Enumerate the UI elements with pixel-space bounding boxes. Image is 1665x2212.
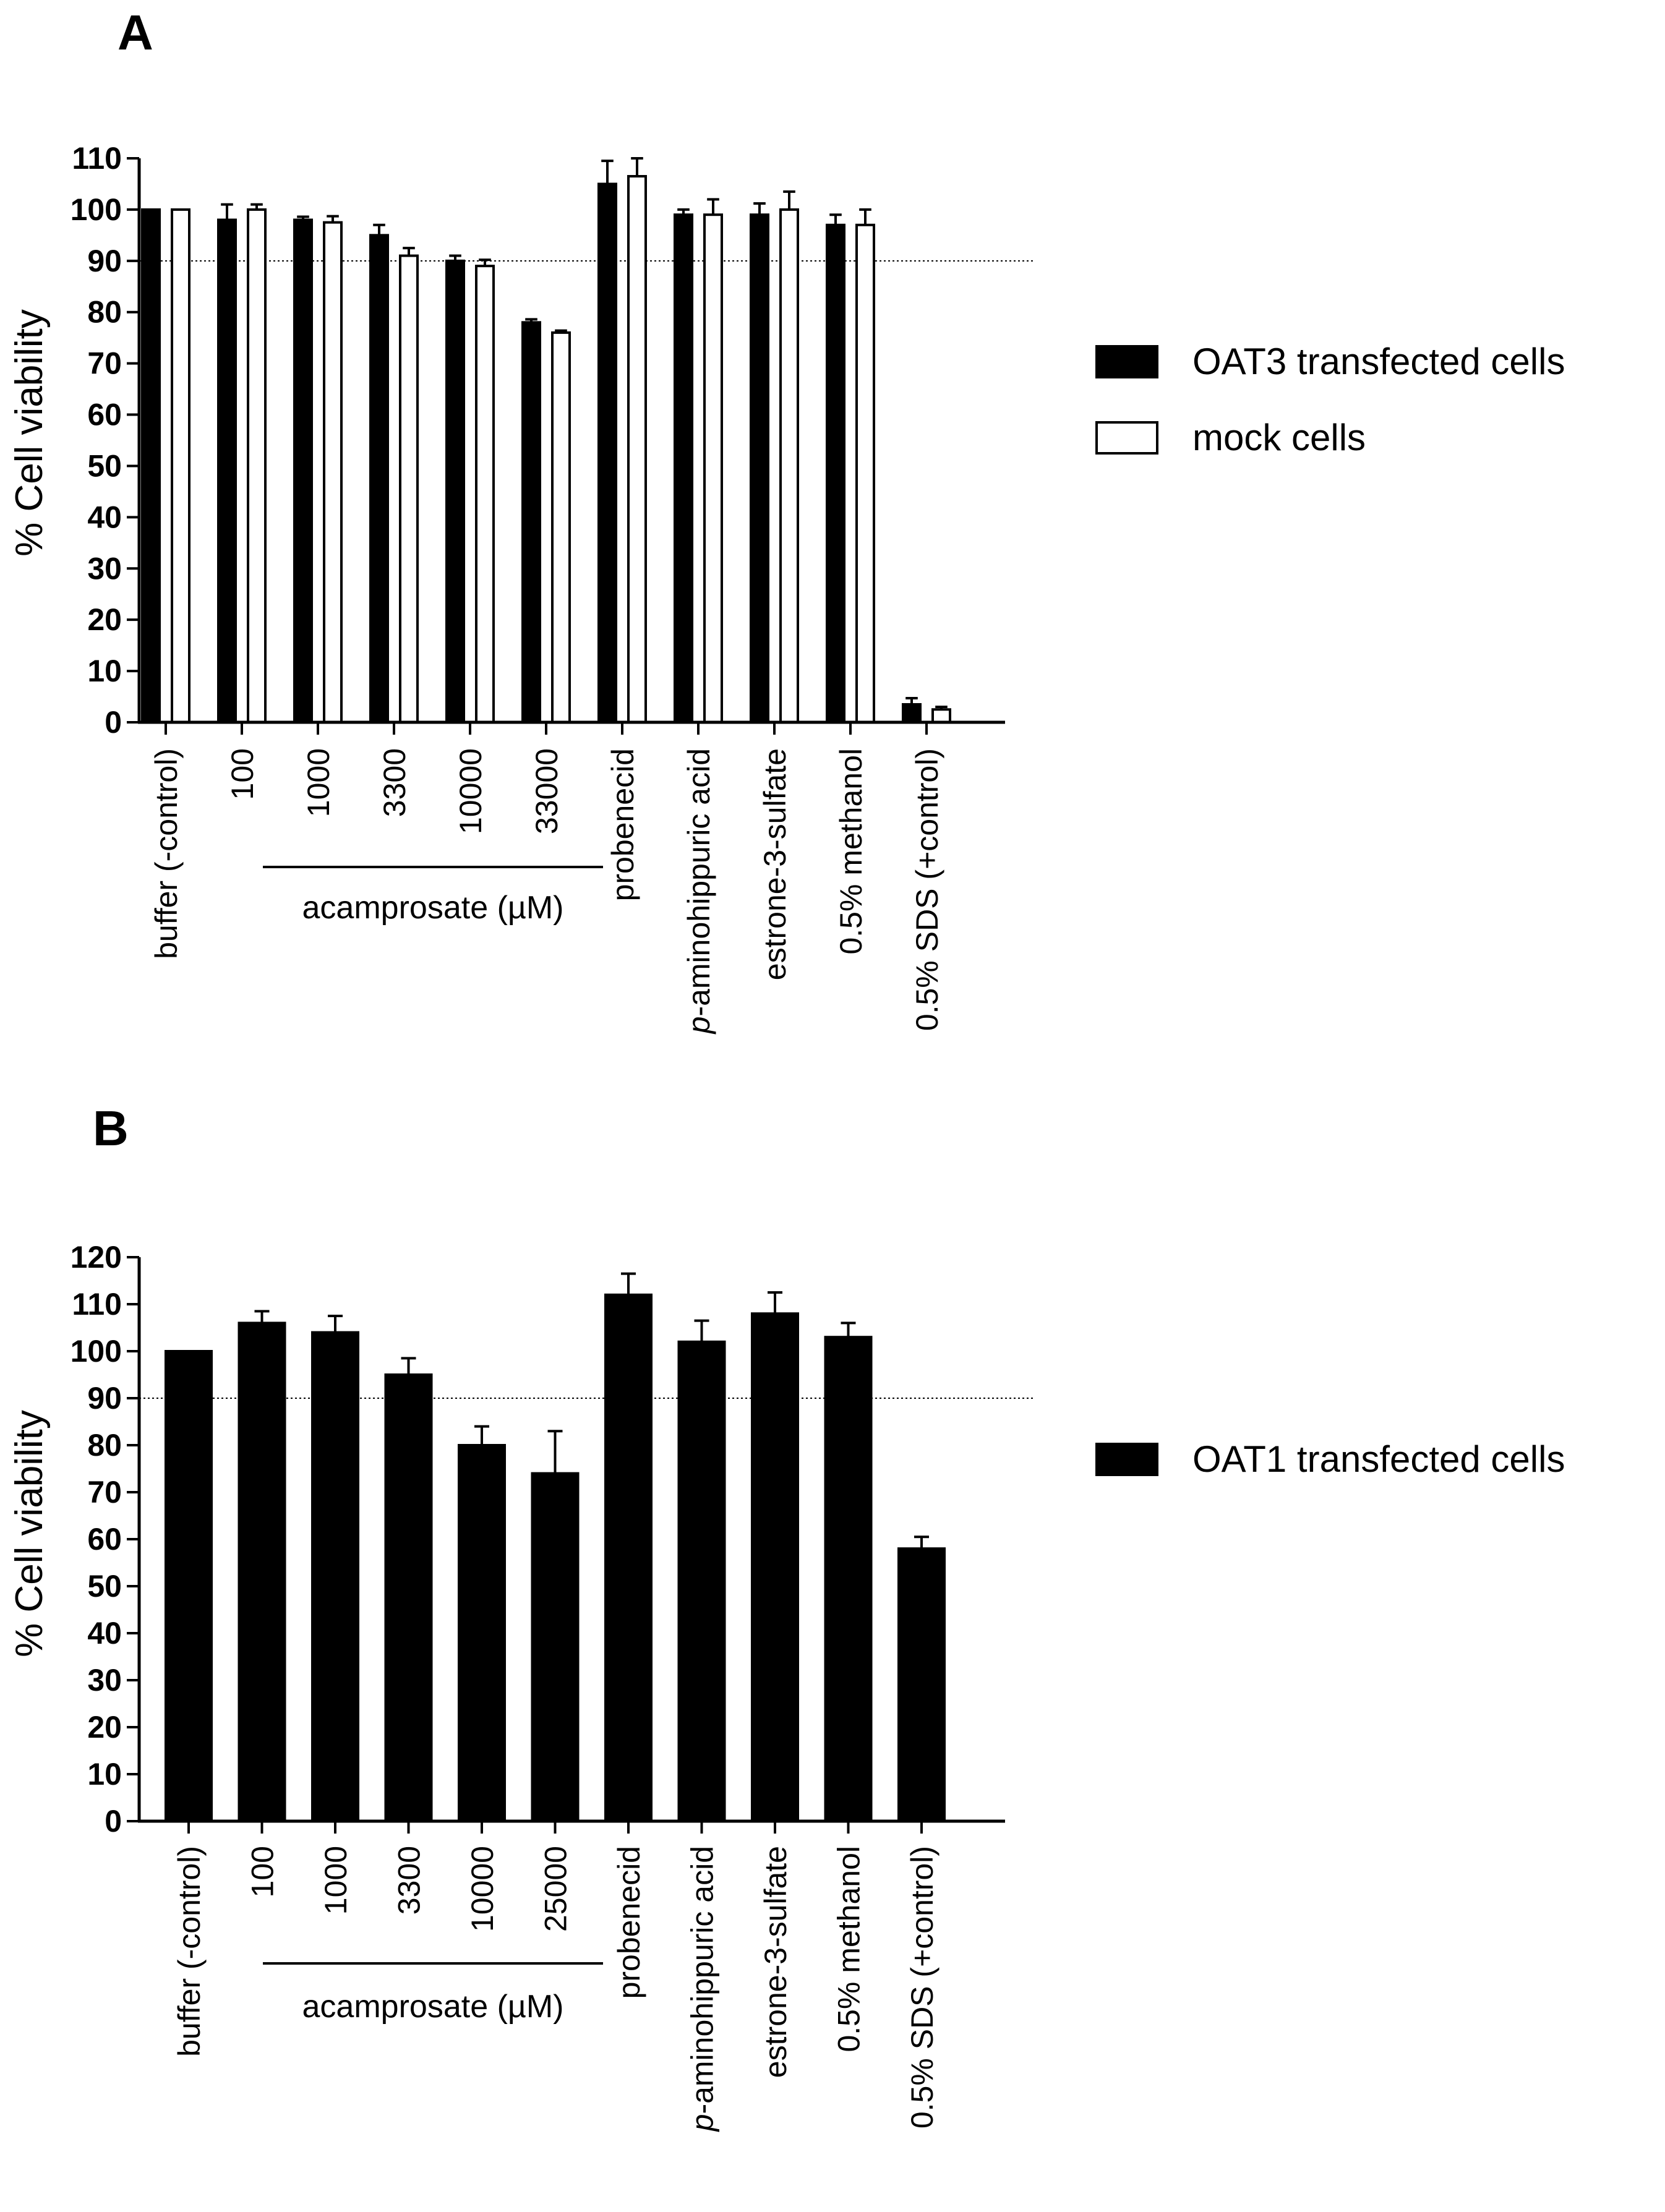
y-tick-label-a-90: 90 bbox=[87, 244, 122, 278]
y-tick-label-b-10: 10 bbox=[87, 1757, 122, 1791]
panel-a-y-axis-label: % Cell viability bbox=[8, 309, 51, 557]
bar-a-s1-0 bbox=[171, 208, 190, 724]
x-label-b-0: buffer (-control) bbox=[172, 1846, 207, 2057]
bar-b-s0-0 bbox=[165, 1350, 213, 1822]
x-label-a-5: 33000 bbox=[529, 748, 564, 834]
panel-a-group-label: acamprosate (µM) bbox=[302, 890, 564, 926]
x-label-a-9: 0.5% methanol bbox=[834, 748, 868, 955]
y-tick-label-b-90: 90 bbox=[87, 1381, 122, 1416]
bar-a-s0-2 bbox=[293, 218, 313, 724]
panel-a-legend: OAT3 transfected cells mock cells bbox=[1095, 341, 1565, 458]
panel-b: B % Cell viability 0 10 20 30 40 50 60 70 80 90 10… bbox=[8, 1101, 1565, 2132]
legend-swatch-oat3 bbox=[1095, 345, 1158, 378]
y-tick-label-a-80: 80 bbox=[87, 295, 122, 330]
y-tick-label-a-110: 110 bbox=[72, 141, 122, 176]
bar-b-s0-7 bbox=[677, 1340, 726, 1823]
panel-b-legend: OAT1 transfected cells bbox=[1095, 1438, 1565, 1480]
legend-swatch-oat1 bbox=[1095, 1443, 1158, 1476]
x-label-a-2: 1000 bbox=[301, 748, 336, 817]
bar-a-s0-3 bbox=[369, 234, 389, 724]
x-label-a-8: estrone-3-sulfate bbox=[758, 748, 792, 980]
x-label-a-0: buffer (-control) bbox=[149, 748, 184, 959]
bar-a-s1-8 bbox=[779, 208, 799, 724]
x-label-b-7: p-aminohippuric acid bbox=[685, 1846, 720, 2132]
legend-label-mock: mock cells bbox=[1192, 417, 1366, 458]
x-label-a-1: 100 bbox=[225, 748, 260, 800]
y-tick-label-a-20: 20 bbox=[87, 602, 122, 637]
bar-b-s0-8 bbox=[751, 1312, 799, 1822]
y-tick-label-a-50: 50 bbox=[87, 448, 122, 483]
bar-a-s0-7 bbox=[674, 213, 693, 724]
x-label-a-6: probenecid bbox=[606, 748, 640, 901]
bar-a-s1-5 bbox=[551, 331, 571, 724]
bar-a-s0-10 bbox=[902, 702, 922, 724]
panel-a: A % Cell viability 0 10 20 30 40 50 60 70 80 90 10… bbox=[8, 5, 1565, 1035]
bar-a-s1-1 bbox=[247, 208, 267, 724]
x-label-b-9: 0.5% methanol bbox=[832, 1846, 867, 2052]
legend-swatch-mock bbox=[1095, 421, 1158, 455]
y-tick-label-a-70: 70 bbox=[87, 346, 122, 381]
bar-a-s1-10 bbox=[931, 708, 951, 724]
y-tick-label-b-50: 50 bbox=[87, 1569, 122, 1603]
y-tick-label-a-100: 100 bbox=[71, 192, 122, 227]
bar-a-s0-6 bbox=[597, 182, 617, 724]
bar-b-s0-10 bbox=[897, 1547, 946, 1822]
bar-a-s1-6 bbox=[627, 175, 647, 724]
bar-a-s1-3 bbox=[399, 254, 419, 724]
bar-a-s0-5 bbox=[521, 321, 541, 724]
bar-a-s1-9 bbox=[855, 223, 875, 724]
legend-label-oat1: OAT1 transfected cells bbox=[1192, 1438, 1565, 1480]
bar-b-s0-1 bbox=[238, 1322, 286, 1822]
y-tick-label-b-120: 120 bbox=[71, 1240, 122, 1275]
x-label-b-6: probenecid bbox=[612, 1846, 646, 1999]
y-tick-label-b-110: 110 bbox=[72, 1287, 122, 1322]
bar-b-s0-2 bbox=[311, 1331, 359, 1823]
y-tick-label-a-10: 10 bbox=[87, 654, 122, 688]
y-tick-label-b-30: 30 bbox=[87, 1663, 122, 1697]
bar-a-s0-4 bbox=[445, 259, 465, 724]
x-label-b-10: 0.5% SDS (+control) bbox=[905, 1846, 940, 2129]
y-tick-label-b-40: 40 bbox=[87, 1616, 122, 1650]
bar-a-s1-4 bbox=[475, 265, 495, 724]
bar-b-s0-6 bbox=[604, 1293, 653, 1823]
x-label-b-2: 1000 bbox=[319, 1846, 353, 1915]
y-tick-label-a-0: 0 bbox=[105, 705, 122, 740]
x-label-a-10: 0.5% SDS (+control) bbox=[910, 748, 944, 1031]
y-tick-label-a-30: 30 bbox=[87, 551, 122, 586]
y-tick-label-a-40: 40 bbox=[87, 500, 122, 534]
bar-a-s1-2 bbox=[323, 221, 343, 724]
panel-b-letter: B bbox=[93, 1101, 129, 1156]
x-label-a-4: 10000 bbox=[453, 748, 488, 834]
bar-b-s0-9 bbox=[824, 1336, 873, 1822]
y-tick-label-b-0: 0 bbox=[105, 1804, 122, 1838]
y-tick-label-b-100: 100 bbox=[71, 1334, 122, 1369]
bar-a-s0-0 bbox=[141, 208, 161, 724]
x-label-a-7: p-aminohippuric acid bbox=[682, 748, 716, 1035]
y-tick-label-a-60: 60 bbox=[87, 398, 122, 432]
bar-b-s0-5 bbox=[531, 1472, 580, 1823]
bar-a-s0-1 bbox=[217, 218, 237, 724]
x-label-b-3: 3300 bbox=[392, 1846, 427, 1915]
y-tick-label-b-20: 20 bbox=[87, 1710, 122, 1744]
bar-b-s0-3 bbox=[384, 1373, 433, 1822]
bar-a-s1-7 bbox=[703, 213, 723, 724]
y-tick-label-b-80: 80 bbox=[87, 1428, 122, 1463]
panel-a-letter: A bbox=[118, 5, 153, 60]
legend-label-oat3: OAT3 transfected cells bbox=[1192, 341, 1565, 382]
y-tick-label-b-60: 60 bbox=[87, 1522, 122, 1557]
panel-b-group-label: acamprosate (µM) bbox=[302, 1989, 564, 2025]
bar-b-s0-4 bbox=[458, 1444, 506, 1822]
x-label-b-5: 25000 bbox=[539, 1846, 573, 1932]
x-label-a-3: 3300 bbox=[377, 748, 412, 817]
x-label-b-4: 10000 bbox=[465, 1846, 500, 1932]
panel-b-y-axis-label: % Cell viability bbox=[8, 1410, 51, 1657]
bar-a-s0-9 bbox=[826, 223, 845, 724]
bar-a-s0-8 bbox=[750, 213, 769, 724]
x-label-b-1: 100 bbox=[246, 1846, 280, 1897]
y-tick-label-b-70: 70 bbox=[87, 1475, 122, 1510]
x-label-b-8: estrone-3-sulfate bbox=[758, 1846, 793, 2078]
